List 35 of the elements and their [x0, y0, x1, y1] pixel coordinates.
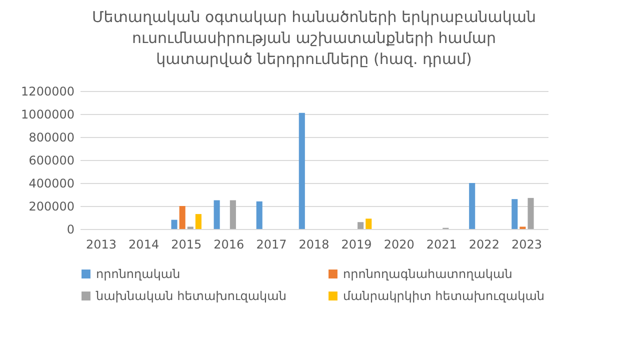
legend-label: որոնողագնահատողական: [343, 267, 512, 281]
y-tick-label: 400000: [28, 176, 74, 190]
bar: [214, 200, 220, 229]
bar: [171, 220, 178, 229]
bar: [512, 199, 518, 229]
bar: [528, 198, 534, 229]
bar: [179, 206, 186, 229]
x-tick-label: 2013: [86, 238, 117, 252]
x-tick-label: 2021: [426, 238, 457, 252]
x-tick-label: 2020: [384, 238, 414, 252]
y-tick-label: 600000: [28, 154, 74, 168]
x-tick-label: 2023: [511, 238, 542, 252]
legend-label: նախնական հետախուզական: [95, 289, 286, 303]
x-tick-label: 2018: [298, 238, 330, 252]
bar: [195, 214, 202, 229]
y-tick-label: 1200000: [21, 84, 74, 98]
bar: [256, 201, 262, 229]
x-tick-label: 2019: [341, 238, 372, 252]
bar: [469, 183, 476, 229]
y-tick-label: 800000: [28, 130, 74, 144]
bar: [230, 200, 236, 229]
y-tick-label: 200000: [28, 200, 74, 214]
bar: [366, 218, 372, 229]
x-tick-label: 2015: [171, 238, 202, 252]
y-tick-label: 1000000: [21, 108, 74, 122]
x-tick-label: 2022: [468, 238, 500, 252]
x-tick-label: 2014: [128, 238, 160, 252]
chart-title: Մետաղական օգտակար հանածոների երկրաբանական ուսումնասիրության աշխատանքների համար կատարված ներդրումները (հազ. դրամ): [92, 8, 536, 68]
y-tick-label: 0: [66, 222, 74, 236]
bar: [358, 222, 364, 229]
legend-label: որոնողական: [96, 267, 180, 281]
legend-label: մանրակրկիտ հետախուզական: [343, 289, 544, 303]
x-tick-label: 2017: [256, 238, 287, 252]
x-tick-label: 2016: [214, 238, 244, 252]
bar: [298, 112, 305, 229]
